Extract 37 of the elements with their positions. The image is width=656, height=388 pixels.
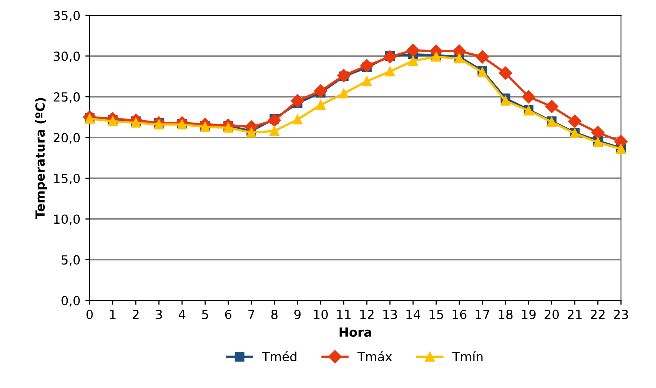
x-tick-label: 6 bbox=[225, 310, 232, 320]
x-tick-label: 10 bbox=[314, 310, 328, 320]
y-tick-label: 5,0 bbox=[62, 255, 80, 266]
x-tick-label: 4 bbox=[178, 310, 186, 320]
y-tick-label: 20,0 bbox=[54, 133, 80, 144]
x-tick-label: 20 bbox=[544, 310, 560, 320]
legend-label: Tméd bbox=[262, 351, 297, 362]
x-tick-label: 22 bbox=[591, 310, 605, 320]
x-tick-label: 11 bbox=[337, 310, 351, 320]
x-tick-label: 12 bbox=[360, 310, 374, 320]
x-tick-label: 8 bbox=[272, 310, 278, 320]
x-tick-label: 5 bbox=[202, 310, 208, 320]
x-tick-label: 21 bbox=[568, 310, 582, 320]
legend-label: Tmín bbox=[452, 351, 483, 362]
y-tick-label: 0,0 bbox=[62, 296, 80, 307]
legend-label: Tmáx bbox=[358, 351, 392, 362]
x-tick-label: 2 bbox=[133, 310, 139, 320]
x-tick-label: 1 bbox=[110, 310, 116, 320]
x-tick-label: 17 bbox=[476, 310, 490, 320]
y-tick-label: 35,0 bbox=[54, 10, 80, 22]
x-tick-label: 18 bbox=[499, 310, 513, 320]
x-tick-label: 7 bbox=[248, 310, 254, 320]
x-tick-label: 9 bbox=[294, 310, 301, 320]
y-tick-label: 10,0 bbox=[54, 214, 80, 226]
y-tick-label: 25,0 bbox=[54, 92, 80, 104]
y-tick-label: 30,0 bbox=[54, 52, 80, 62]
x-tick-label: 0 bbox=[86, 310, 94, 320]
x-tick-label: 16 bbox=[452, 310, 467, 320]
x-tick-label: 23 bbox=[614, 310, 628, 320]
x-tick-label: 15 bbox=[430, 310, 444, 320]
x-axis-title: Hora bbox=[340, 328, 372, 338]
x-tick-label: 19 bbox=[522, 310, 536, 320]
y-tick-label: 15,0 bbox=[54, 174, 80, 185]
x-tick-label: 13 bbox=[384, 310, 398, 320]
x-tick-label: 14 bbox=[406, 310, 421, 320]
y-axis-title: Temperatura (ºC) bbox=[35, 98, 48, 219]
x-tick-label: 3 bbox=[156, 310, 162, 320]
